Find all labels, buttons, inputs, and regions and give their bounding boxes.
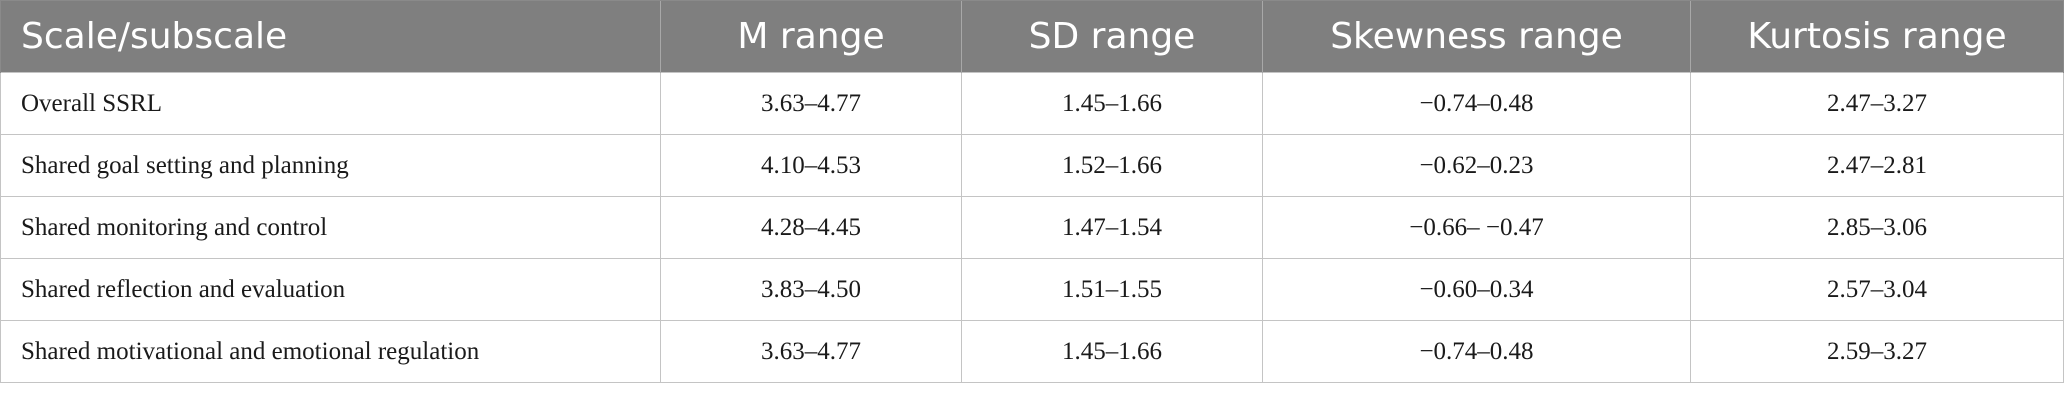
cell-scale: Shared goal setting and planning (0, 134, 661, 197)
cell-sd-range: 1.45–1.66 (961, 72, 1263, 135)
cell-skewness-range: −0.60–0.34 (1262, 258, 1691, 321)
column-header-scale: Scale/subscale (0, 0, 661, 73)
table-body: Overall SSRL 3.63–4.77 1.45–1.66 −0.74–0… (0, 72, 2064, 383)
table-row: Shared monitoring and control 4.28–4.45 … (0, 196, 2064, 259)
cell-scale: Overall SSRL (0, 72, 661, 135)
cell-kurtosis-range: 2.59–3.27 (1690, 320, 2064, 383)
cell-scale: Shared monitoring and control (0, 196, 661, 259)
cell-kurtosis-range: 2.47–3.27 (1690, 72, 2064, 135)
cell-skewness-range: −0.66– −0.47 (1262, 196, 1691, 259)
cell-kurtosis-range: 2.85–3.06 (1690, 196, 2064, 259)
table-row: Shared goal setting and planning 4.10–4.… (0, 134, 2064, 197)
cell-m-range: 4.28–4.45 (660, 196, 962, 259)
cell-m-range: 3.63–4.77 (660, 72, 962, 135)
column-header-kurtosis-range: Kurtosis range (1690, 0, 2064, 73)
cell-skewness-range: −0.62–0.23 (1262, 134, 1691, 197)
table-row: Overall SSRL 3.63–4.77 1.45–1.66 −0.74–0… (0, 72, 2064, 135)
cell-sd-range: 1.51–1.55 (961, 258, 1263, 321)
cell-sd-range: 1.52–1.66 (961, 134, 1263, 197)
cell-m-range: 3.83–4.50 (660, 258, 962, 321)
cell-sd-range: 1.47–1.54 (961, 196, 1263, 259)
column-header-m-range: M range (660, 0, 962, 73)
cell-kurtosis-range: 2.57–3.04 (1690, 258, 2064, 321)
cell-sd-range: 1.45–1.66 (961, 320, 1263, 383)
cell-scale: Shared reflection and evaluation (0, 258, 661, 321)
cell-m-range: 3.63–4.77 (660, 320, 962, 383)
cell-kurtosis-range: 2.47–2.81 (1690, 134, 2064, 197)
cell-skewness-range: −0.74–0.48 (1262, 320, 1691, 383)
table-row: Shared reflection and evaluation 3.83–4.… (0, 258, 2064, 321)
header-row: Scale/subscale M range SD range Skewness… (0, 0, 2064, 73)
table-header: Scale/subscale M range SD range Skewness… (0, 0, 2064, 73)
column-header-sd-range: SD range (961, 0, 1263, 73)
column-header-skewness-range: Skewness range (1262, 0, 1691, 73)
cell-skewness-range: −0.74–0.48 (1262, 72, 1691, 135)
cell-scale: Shared motivational and emotional regula… (0, 320, 661, 383)
table-row: Shared motivational and emotional regula… (0, 320, 2064, 383)
descriptive-statistics-table: Scale/subscale M range SD range Skewness… (0, 0, 2064, 383)
cell-m-range: 4.10–4.53 (660, 134, 962, 197)
